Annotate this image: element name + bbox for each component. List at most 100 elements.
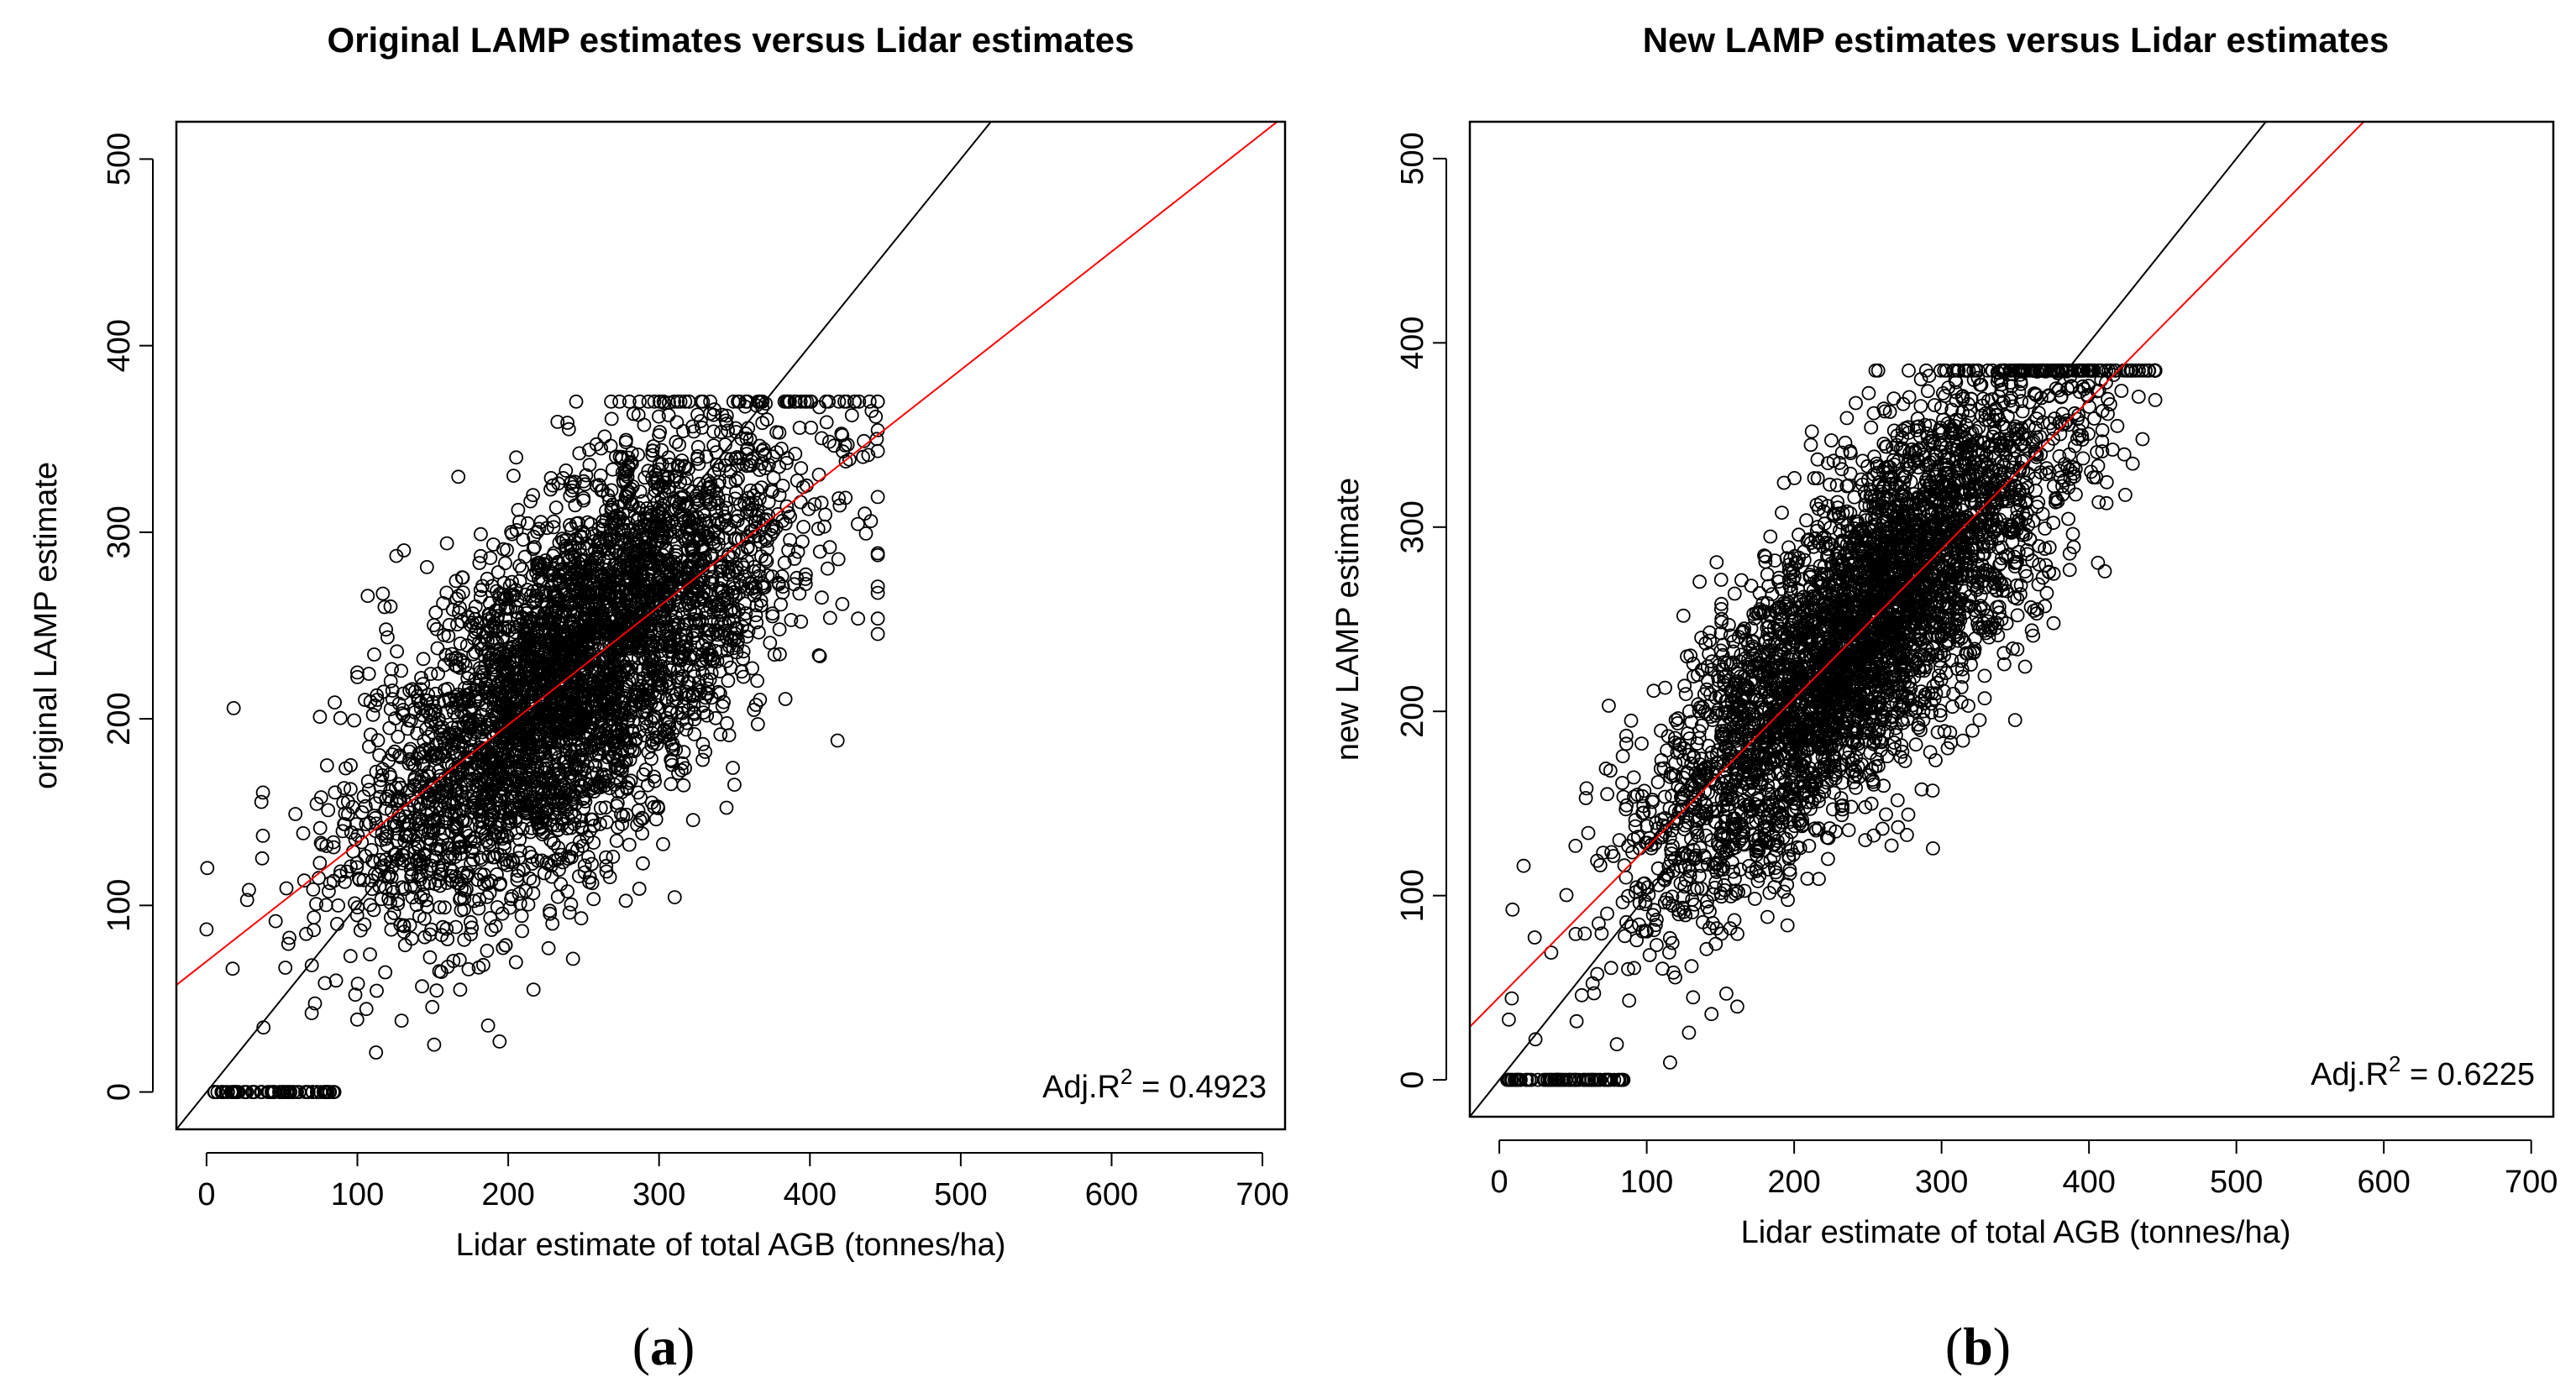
data-point [1687, 991, 1699, 1003]
chart-title: New LAMP estimates versus Lidar estimate… [1643, 20, 2390, 60]
data-point [370, 1046, 382, 1059]
panel-letter: (a) [632, 1317, 695, 1376]
data-point [449, 921, 462, 934]
data-point [417, 652, 430, 665]
data-point [813, 649, 826, 662]
data-point [227, 962, 239, 975]
data-point [819, 508, 832, 521]
data-point [257, 786, 270, 798]
data-point [813, 469, 826, 481]
data-point [1503, 1013, 1515, 1026]
x-tick-label: 0 [197, 1177, 215, 1212]
data-point [334, 712, 347, 725]
data-point [480, 945, 493, 957]
data-point [872, 612, 884, 625]
data-point [2064, 563, 2076, 576]
data-point [872, 490, 884, 503]
data-point [395, 664, 407, 677]
data-point [516, 924, 528, 937]
data-point [669, 891, 681, 903]
data-point [606, 412, 618, 425]
data-point [228, 702, 240, 715]
data-point [510, 451, 522, 463]
data-point [774, 623, 786, 636]
data-point [797, 521, 810, 533]
data-point [816, 591, 828, 604]
data-point [470, 600, 482, 613]
point-cloud [1501, 364, 2162, 1086]
data-point [1901, 829, 1913, 841]
data-point [832, 553, 845, 566]
data-point [487, 538, 500, 551]
data-point [332, 899, 344, 912]
x-tick-label: 300 [632, 1177, 685, 1212]
data-point [313, 856, 326, 869]
y-tick-label: 0 [102, 1083, 137, 1101]
data-point [543, 942, 555, 955]
data-point [779, 693, 792, 705]
data-point [361, 589, 374, 602]
x-tick-label: 700 [1236, 1177, 1288, 1212]
data-point [567, 952, 580, 965]
data-point [314, 822, 327, 835]
data-point [664, 778, 677, 790]
data-point [559, 464, 572, 477]
data-point [441, 537, 454, 550]
data-point [766, 610, 779, 623]
data-point [860, 527, 873, 540]
data-point [816, 432, 828, 444]
data-point [550, 501, 563, 514]
data-point [428, 619, 440, 631]
data-point [821, 416, 833, 428]
data-point [728, 778, 741, 791]
data-point [500, 939, 512, 951]
data-point [527, 887, 539, 899]
data-point [475, 528, 487, 541]
data-point [872, 628, 884, 641]
data-point [657, 838, 669, 851]
data-point [1664, 1056, 1676, 1069]
x-axis-label: Lidar estimate of total AGB (tonnes/ha) [456, 1228, 1006, 1263]
data-point [322, 804, 334, 816]
data-point [721, 802, 733, 814]
data-point [432, 668, 444, 680]
data-point [846, 409, 858, 421]
panel-a: Original LAMP estimates versus Lidar est… [29, 0, 1289, 1376]
data-point [367, 709, 380, 721]
y-tick-label: 400 [102, 319, 137, 372]
x-tick-label: 400 [784, 1177, 837, 1212]
x-tick-label: 600 [1085, 1177, 1138, 1212]
data-point [623, 839, 636, 851]
point-cloud [200, 395, 884, 1098]
data-point [543, 904, 556, 917]
data-point [575, 912, 588, 924]
data-point [564, 906, 576, 919]
data-point [523, 872, 536, 885]
data-point [1569, 840, 1582, 852]
data-point [307, 883, 319, 896]
data-point [1761, 911, 1774, 924]
data-point [496, 942, 509, 955]
data-point [430, 984, 443, 997]
data-point [300, 928, 312, 940]
data-point [391, 645, 403, 657]
data-point [696, 754, 709, 767]
data-point [426, 1001, 438, 1013]
data-point [710, 712, 722, 725]
data-point [552, 891, 564, 903]
data-point [598, 430, 611, 442]
data-point [370, 985, 383, 997]
data-point [421, 561, 433, 573]
data-point [872, 395, 884, 408]
data-point [510, 956, 522, 969]
y-axis-label: original LAMP estimate [29, 462, 64, 789]
data-point [620, 894, 632, 907]
data-point [727, 762, 739, 774]
data-point [364, 948, 376, 961]
data-point [1800, 514, 1813, 526]
data-point [270, 915, 282, 928]
x-tick-label: 200 [481, 1177, 534, 1212]
regression-fit-line [176, 116, 1285, 986]
